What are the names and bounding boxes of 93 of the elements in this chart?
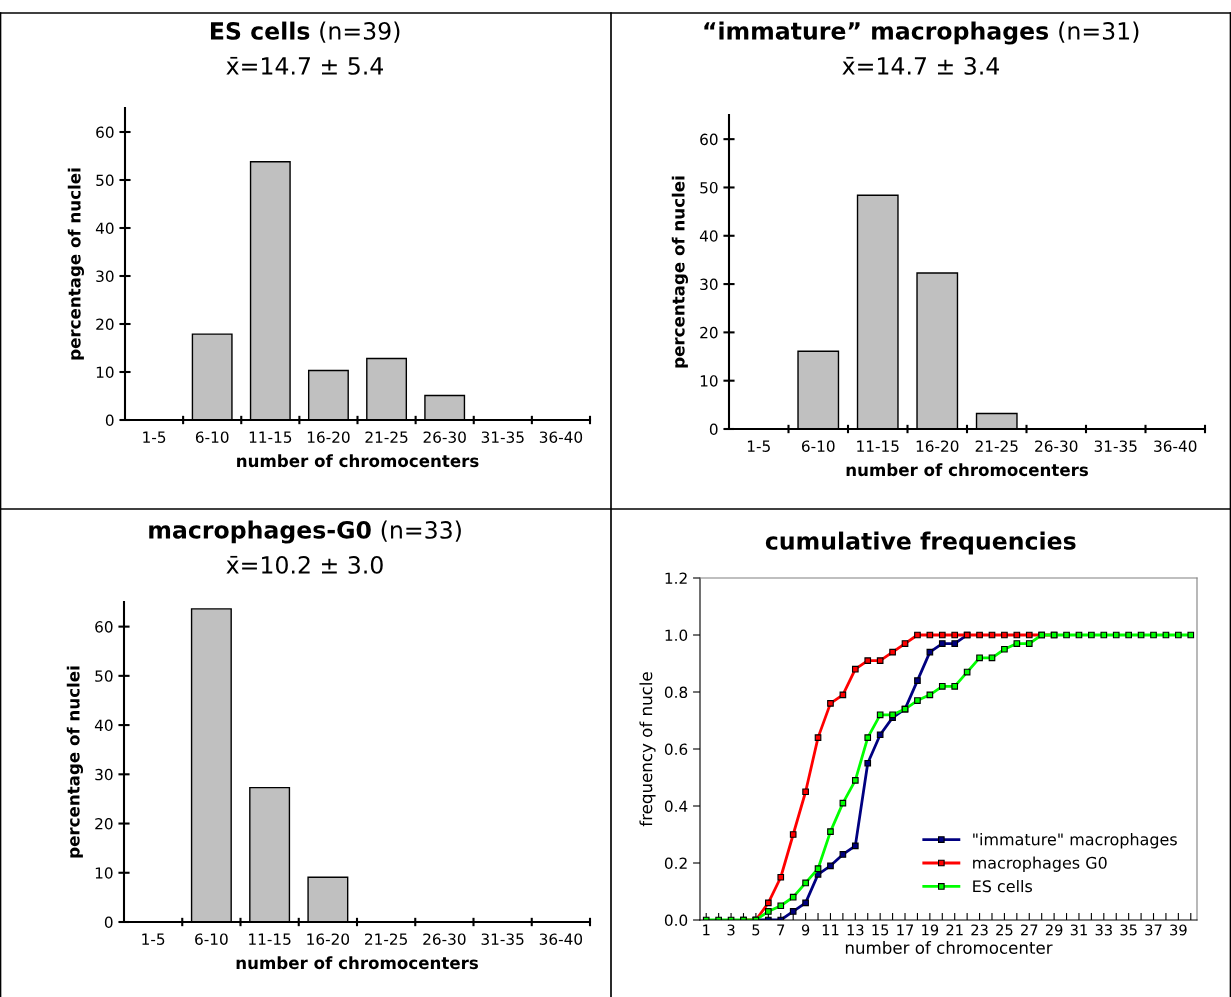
x-tick-label: 31 [1070,924,1087,936]
y-tick-label: 20 [95,818,113,830]
x-tick-label: 1-5 [142,933,165,945]
x-axis-title: number of chromocenter [845,941,1053,954]
x-tick-label: 16-20 [916,440,959,452]
x-tick-label: 6-10 [195,431,229,443]
text: x̄=14.7 ± 5.4 [226,56,384,75]
y-tick-label: 30 [700,278,718,291]
x-tick-label: 26-30 [423,933,466,945]
y-tick-label: 0 [104,916,113,929]
y-tick-label: 30 [95,768,113,781]
x-tick-label: 17 [897,924,914,936]
x-tick-label: 16-20 [307,933,350,945]
x-tick-label: 11 [822,924,839,936]
x-tick-label: 21-25 [365,431,408,443]
y-tick-label: 0 [709,423,718,436]
chart-subtitle: (n=33) [381,520,461,542]
x-tick-label: 3 [727,924,735,936]
x-tick-label: 7 [777,924,785,936]
chart-subtitle: (n=39) [320,21,400,43]
y-tick-label: 0.4 [664,800,688,813]
x-tick-label: 19 [922,924,939,936]
y-tick-label: 50 [95,670,113,682]
x-tick-label: 31-35 [481,933,524,945]
x-tick-label: 39 [1170,924,1187,936]
x-tick-label: 36-40 [539,933,583,945]
y-axis-title: percentage of nuclei [67,168,85,360]
y-tick-label: 10 [96,366,114,379]
chart-title: “immature” macrophages [704,21,1049,45]
x-tick-label: 26-30 [1035,440,1078,452]
y-tick-label: 30 [96,270,114,283]
chart-title: ES cells [210,21,310,40]
y-tick-label: 0.6 [664,743,688,756]
chart-title: cumulative frequencies [765,531,1076,555]
y-tick-label: 0.8 [664,686,688,699]
y-tick-label: 60 [95,621,113,633]
chart-subtitle: (n=31) [1059,21,1139,43]
y-tick-label: 10 [700,375,718,387]
x-tick-label: 26-30 [423,431,466,443]
y-tick-label: 1.0 [665,629,688,642]
x-tick-label: 11-15 [857,440,899,452]
y-axis-title: percentage of nuclei [671,176,689,368]
x-tick-label: 1 [703,924,710,936]
x-tick-label: 23 [971,924,988,936]
x-tick-label: 31-35 [481,431,524,443]
x-tick-label: 9 [801,924,810,936]
x-axis-title: number of chromocenters [236,956,478,970]
y-axis-title: percentage of nuclei [66,666,84,858]
x-tick-label: 11-15 [249,933,291,945]
x-tick-label: 37 [1145,924,1162,936]
y-tick-label: 40 [699,230,718,242]
legend-label: ES cells [973,879,1033,893]
legend-label: macrophages G0 [973,856,1107,872]
y-tick-label: 20 [96,318,114,331]
x-tick-label: 6-10 [801,440,835,452]
x-tick-label: 27 [1021,924,1038,936]
x-tick-label: 11-15 [249,431,292,443]
y-axis-title: frequency of nucle [639,672,656,827]
y-tick-label: 60 [700,133,718,146]
x-tick-label: 1-5 [143,431,166,443]
x-tick-label: 15 [872,924,889,936]
x-tick-label: 29 [1045,924,1063,936]
y-tick-label: 40 [95,222,114,235]
x-tick-label: 16-20 [307,431,350,443]
x-tick-label: 36-40 [539,431,583,443]
x-tick-label: 35 [1120,924,1137,936]
y-tick-label: 40 [94,719,113,732]
text: x̄=14.7 ± 3.4 [842,56,1000,75]
y-tick-label: 20 [700,326,718,339]
text: x̄=10.2 ± 3.0 [226,555,383,574]
y-tick-label: 0.0 [664,914,688,927]
legend-label: "immature" macrophages [973,833,1177,849]
x-tick-label: 21 [946,924,963,936]
chart-title: macrophages-G0 [149,520,371,544]
x-tick-label: 1-5 [747,440,770,452]
x-tick-label: 5 [752,924,760,936]
x-tick-label: 6-10 [195,933,228,945]
x-tick-label: 31-35 [1094,440,1137,452]
x-axis-title: number of chromocenters [237,454,479,468]
y-tick-label: 50 [96,174,114,187]
y-tick-label: 0 [105,414,114,427]
y-tick-label: 1.2 [665,572,687,584]
x-axis-title: number of chromocenters [846,463,1088,477]
x-tick-label: 36-40 [1154,440,1197,452]
x-tick-label: 21-25 [365,933,407,945]
y-tick-label: 60 [96,126,114,139]
y-tick-label: 10 [95,867,113,879]
x-tick-label: 21-25 [975,440,1018,452]
x-tick-label: 13 [847,924,864,936]
x-tick-label: 25 [996,924,1013,936]
y-tick-label: 0.2 [664,857,687,870]
y-tick-label: 50 [700,181,718,194]
x-tick-label: 33 [1095,924,1112,936]
